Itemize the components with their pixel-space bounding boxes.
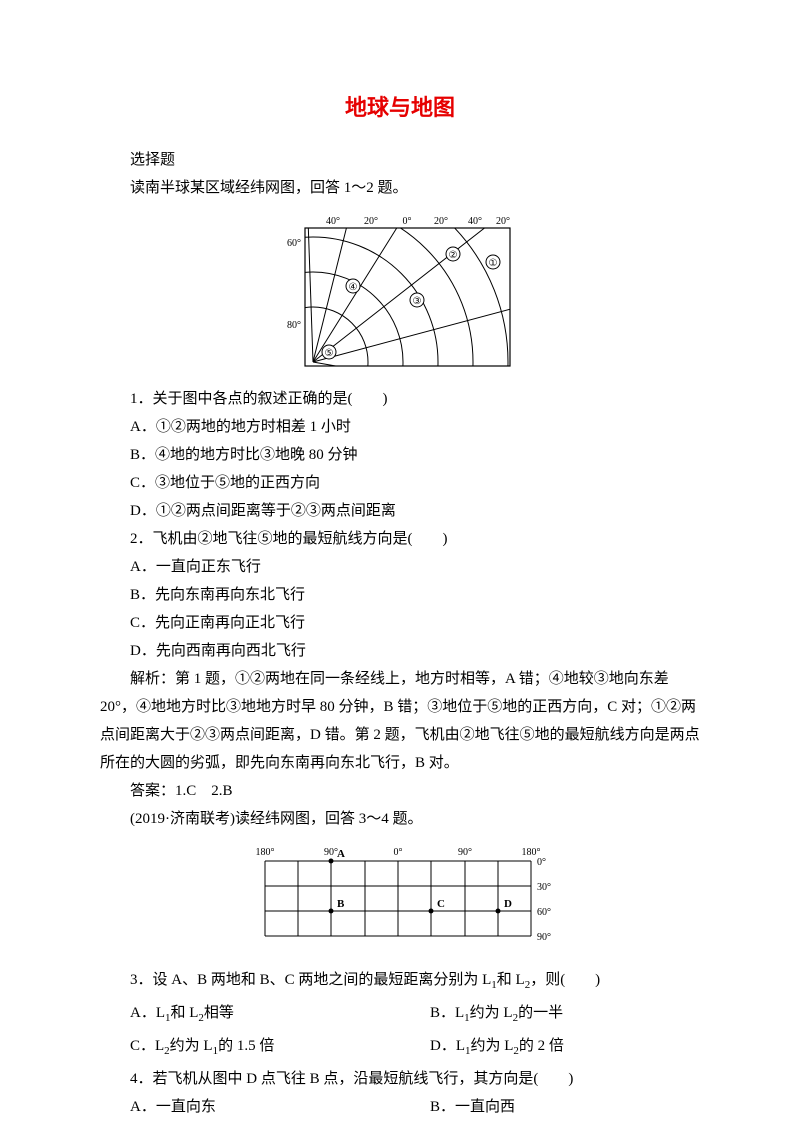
svg-text:20°: 20° [434,216,448,227]
svg-text:20°: 20° [364,216,378,227]
q4-stem: 4．若飞机从图中 D 点飞往 B 点，沿最短航线飞行，其方向是( ) [100,1065,700,1093]
svg-text:③: ③ [413,296,422,307]
q2-b: B．先向东南再向东北飞行 [100,581,700,609]
q3-stem: 3．设 A、B 两地和 B、C 两地之间的最短距离分别为 L1和 L2，则( ) [100,966,700,999]
svg-text:40°: 40° [326,216,340,227]
q2-d: D．先向西南再向西北飞行 [100,637,700,665]
q3-d: D．L1约为 L2的 2 倍 [400,1032,700,1065]
svg-text:0°: 0° [537,857,546,868]
q3-c: C．L2约为 L1的 1.5 倍 [100,1032,400,1065]
q1-b: B．④地的地方时比③地晚 80 分钟 [100,441,700,469]
q1-c: C．③地位于⑤地的正西方向 [100,469,700,497]
answer-12: 答案：1.C 2.B [100,777,700,805]
svg-text:90°: 90° [537,932,551,943]
svg-text:D: D [504,898,512,910]
q4-a: A．一直向东 [100,1093,400,1121]
svg-text:20°: 20° [496,216,510,227]
svg-text:B: B [337,898,345,910]
q4-b: B．一直向西 [400,1093,700,1121]
figure-2: 180°90°0°90°180°0°30°60°90°ABCD [100,841,700,956]
svg-text:40°: 40° [468,216,482,227]
figure-1-svg: 40° 20° 0° 20° 40° 20° 60° 80° ① ② ③ ④ ⑤ [285,210,515,370]
svg-text:180°: 180° [256,847,275,858]
svg-text:0°: 0° [394,847,403,858]
q2-stem: 2．飞机由②地飞往⑤地的最短航线方向是( ) [100,525,700,553]
q3-b: B．L1约为 L2的一半 [400,999,700,1032]
q1-a: A．①②两地的地方时相差 1 小时 [100,413,700,441]
svg-text:C: C [437,898,445,910]
page: 地球与地图 选择题 读南半球某区域经纬网图，回答 1～2 题。 40° 20° 0°… [0,0,800,1132]
svg-text:80°: 80° [287,320,301,331]
q1-d: D．①②两点间距离等于②③两点间距离 [100,497,700,525]
q2-a: A．一直向正东飞行 [100,553,700,581]
svg-text:②: ② [449,250,458,261]
q3-a: A．L1和 L2相等 [100,999,400,1032]
figure-1: 40° 20° 0° 20° 40° 20° 60° 80° ① ② ③ ④ ⑤ [100,210,700,375]
intro-2: (2019·济南联考)读经纬网图，回答 3～4 题。 [100,805,700,833]
svg-text:①: ① [489,258,498,269]
q1-stem: 1．关于图中各点的叙述正确的是( ) [100,385,700,413]
svg-text:90°: 90° [324,847,338,858]
intro-1: 读南半球某区域经纬网图，回答 1～2 题。 [100,174,700,202]
svg-text:0°: 0° [403,216,412,227]
q3-stem-post: ，则( ) [530,972,600,988]
q3-stem-pre: 3．设 A、B 两地和 B、C 两地之间的最短距离分别为 L [130,972,491,988]
page-title: 地球与地图 [100,90,700,122]
svg-text:90°: 90° [458,847,472,858]
svg-text:30°: 30° [537,882,551,893]
section-label: 选择题 [100,146,700,174]
svg-text:60°: 60° [287,238,301,249]
q2-c: C．先向正南再向正北飞行 [100,609,700,637]
svg-text:A: A [337,848,345,860]
q3-stem-mid: 和 L [497,972,525,988]
figure-2-svg: 180°90°0°90°180°0°30°60°90°ABCD [235,841,565,951]
svg-text:60°: 60° [537,907,551,918]
svg-text:⑤: ⑤ [325,348,334,359]
explain-12: 解析：第 1 题，①②两地在同一条经线上，地方时相等，A 错；④地较③地向东差2… [100,665,700,777]
svg-text:④: ④ [349,282,358,293]
